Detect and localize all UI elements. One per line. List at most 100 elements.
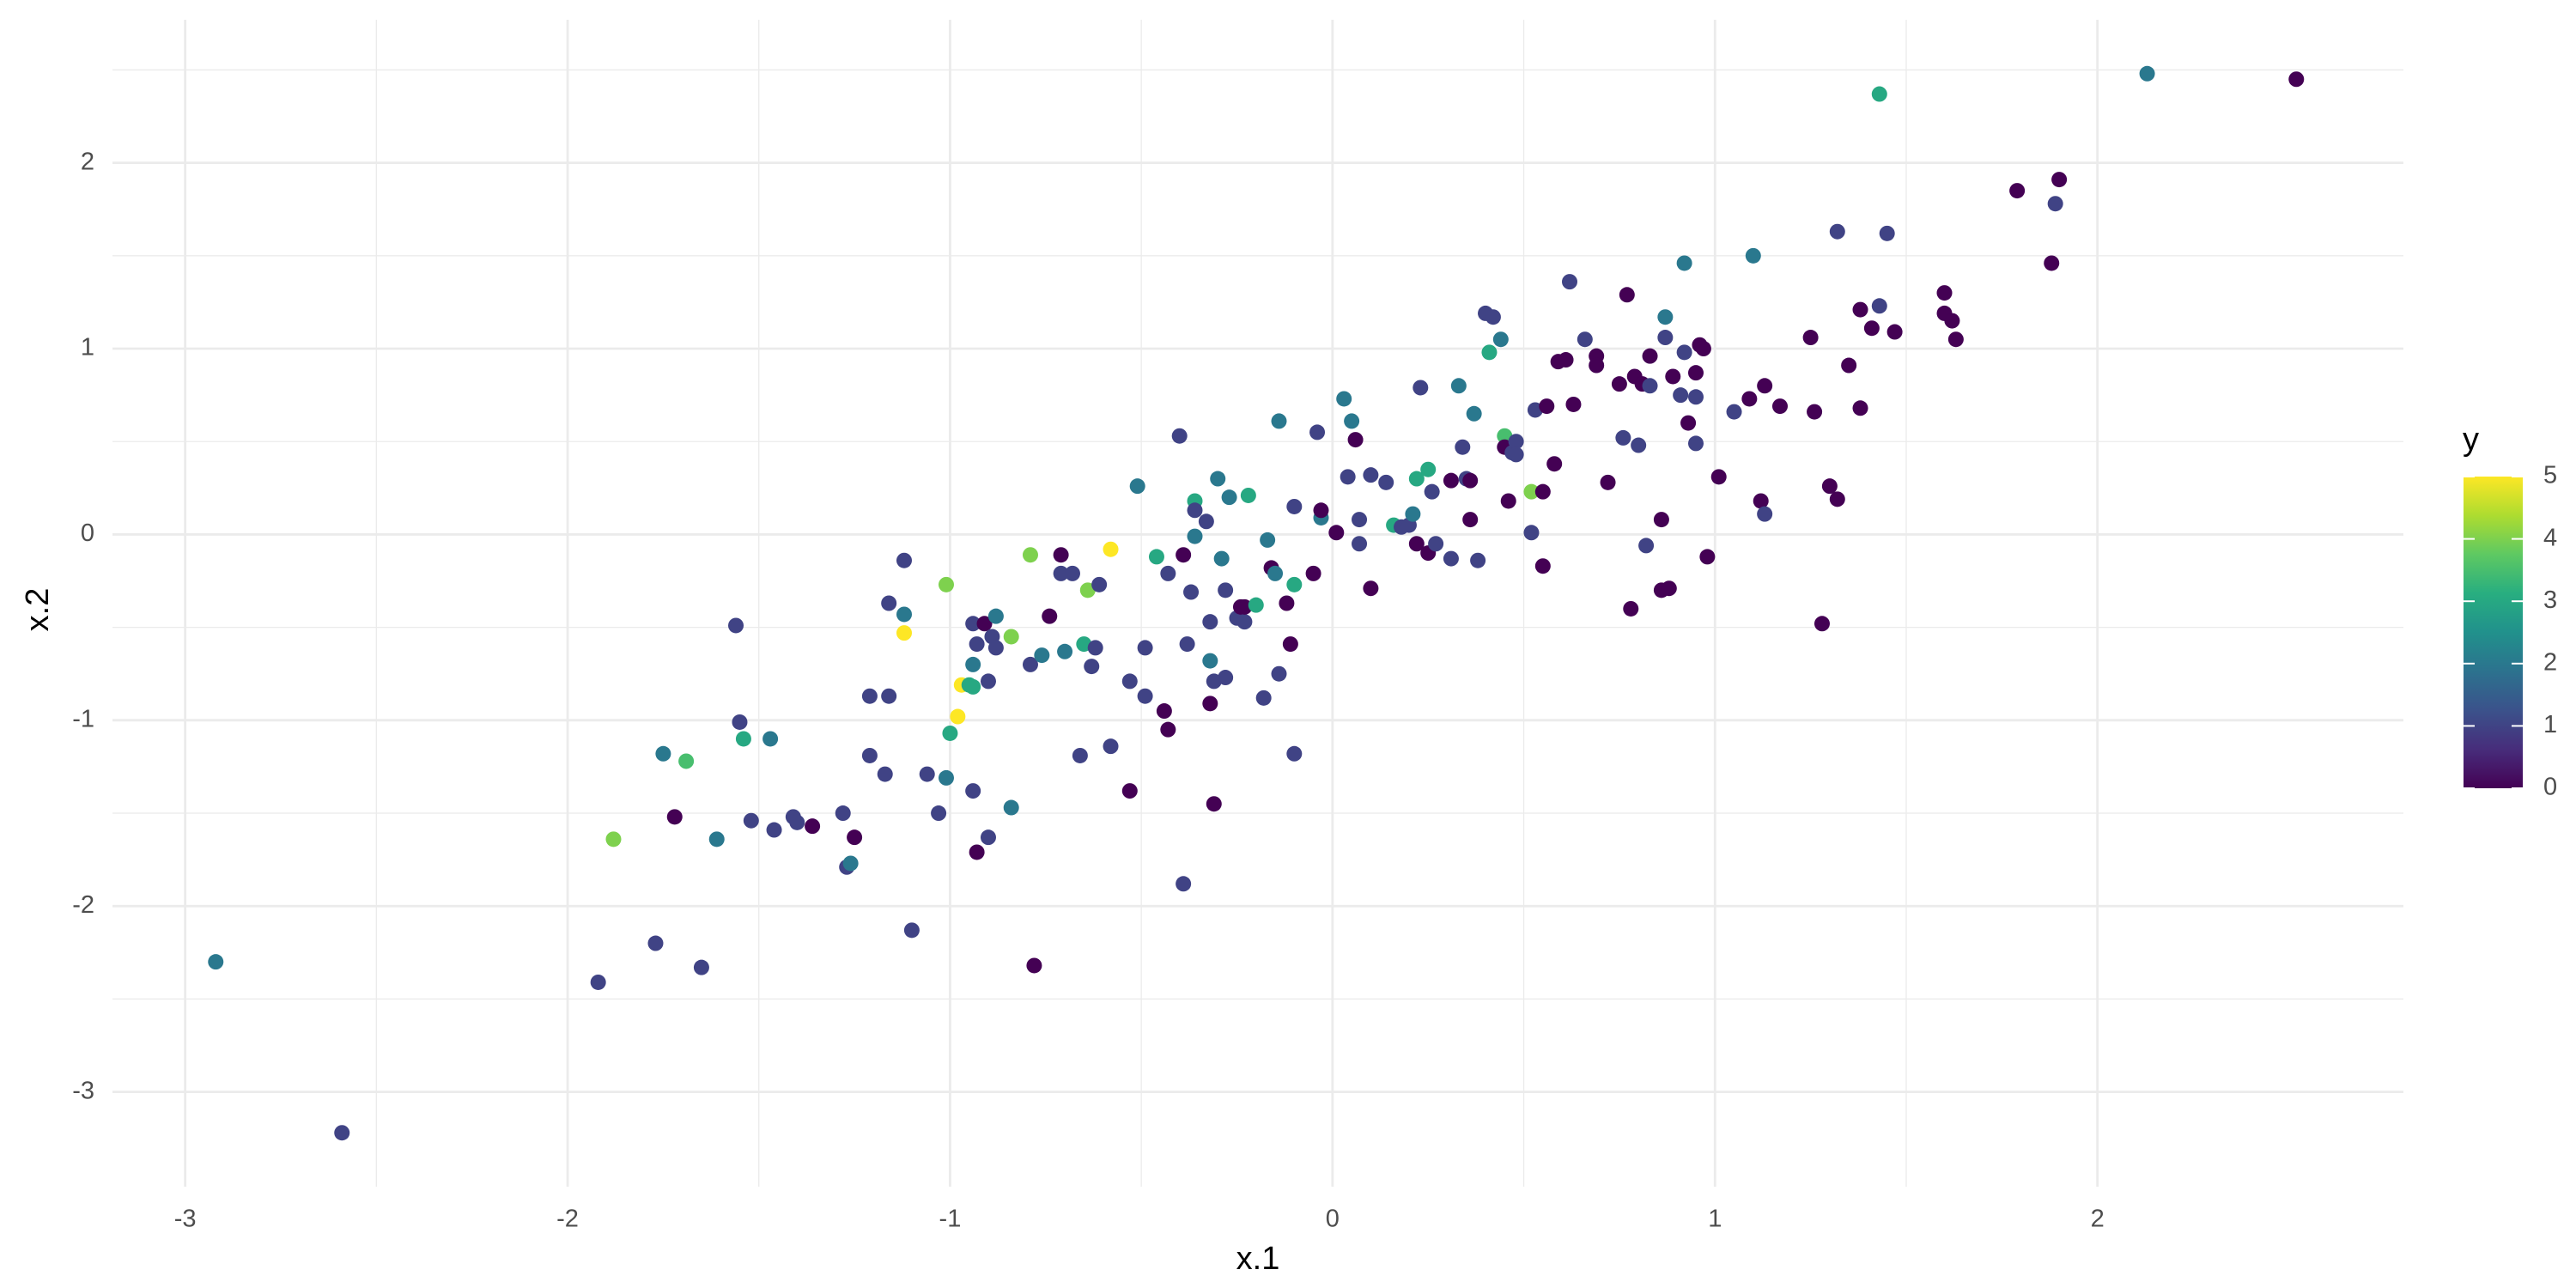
- x-tick-label: 1: [1708, 1206, 1722, 1233]
- point: [1026, 957, 1042, 974]
- point: [1455, 439, 1471, 455]
- point: [931, 805, 947, 822]
- point: [1187, 528, 1203, 544]
- point: [1936, 285, 1953, 301]
- point: [1103, 738, 1119, 755]
- point: [1313, 502, 1329, 519]
- point: [1577, 331, 1593, 348]
- colorbar: [2464, 477, 2523, 788]
- x-tick-label: -1: [939, 1206, 962, 1233]
- point: [2047, 196, 2063, 212]
- point: [1363, 467, 1379, 483]
- y-tick-label: 2: [81, 148, 94, 175]
- point: [919, 766, 935, 782]
- point: [1562, 274, 1578, 290]
- point: [1829, 223, 1845, 240]
- point: [1121, 783, 1138, 799]
- point: [965, 678, 981, 695]
- point: [1829, 491, 1845, 507]
- point: [896, 606, 912, 623]
- point: [1022, 656, 1038, 672]
- point: [1558, 352, 1574, 368]
- point: [678, 753, 695, 769]
- point: [1202, 614, 1218, 630]
- point: [965, 616, 981, 632]
- point: [2044, 255, 2060, 271]
- y-tick-label: -3: [72, 1077, 94, 1104]
- point: [728, 617, 744, 634]
- point: [1176, 876, 1192, 892]
- point: [1405, 506, 1421, 522]
- point: [1852, 400, 1868, 416]
- point: [1615, 429, 1631, 446]
- point: [1642, 378, 1658, 394]
- point: [1160, 565, 1176, 581]
- point: [1546, 456, 1563, 472]
- point: [1497, 428, 1513, 444]
- point: [1103, 541, 1119, 557]
- point: [1042, 608, 1058, 624]
- point: [732, 714, 748, 730]
- point: [1424, 483, 1440, 500]
- point: [1179, 636, 1195, 653]
- x-tick-label: -3: [174, 1206, 197, 1233]
- point: [1657, 330, 1674, 346]
- point: [1673, 387, 1689, 404]
- point: [1053, 547, 1069, 563]
- point: [1523, 525, 1540, 541]
- colorbar-title: y: [2463, 422, 2479, 458]
- point: [896, 625, 912, 641]
- point: [980, 829, 996, 846]
- point: [1443, 472, 1459, 489]
- point: [881, 688, 897, 704]
- point: [666, 809, 683, 825]
- point: [1841, 357, 1857, 374]
- point: [861, 688, 878, 704]
- point: [1137, 640, 1153, 656]
- point: [2139, 65, 2155, 82]
- point: [1156, 703, 1172, 720]
- point: [208, 954, 224, 970]
- point: [1500, 493, 1516, 509]
- point: [1771, 398, 1788, 415]
- point: [1091, 576, 1108, 592]
- point: [1218, 582, 1234, 598]
- colorbar-tick-label: 2: [2543, 648, 2557, 676]
- point: [1408, 536, 1425, 552]
- point: [708, 831, 725, 848]
- point: [1802, 330, 1819, 346]
- point: [762, 731, 779, 747]
- point: [1944, 313, 1960, 329]
- point: [1807, 404, 1823, 420]
- point: [1248, 597, 1264, 613]
- point: [1539, 398, 1555, 415]
- point: [1852, 301, 1868, 318]
- point: [1352, 536, 1368, 552]
- point: [938, 576, 954, 592]
- point: [1726, 404, 1742, 420]
- point: [1661, 580, 1677, 597]
- point: [1305, 565, 1321, 581]
- point: [1286, 498, 1303, 514]
- point: [1336, 391, 1352, 407]
- point: [1485, 309, 1501, 325]
- y-tick-label: 0: [81, 519, 94, 547]
- point: [1057, 643, 1073, 659]
- point: [1072, 747, 1088, 763]
- point: [1206, 796, 1222, 812]
- point: [1470, 552, 1486, 568]
- point: [1745, 247, 1761, 264]
- point: [1309, 424, 1326, 440]
- y-tick-label: 1: [81, 334, 94, 361]
- point: [1003, 799, 1019, 816]
- point: [1148, 549, 1164, 565]
- point: [1267, 565, 1284, 581]
- point: [1352, 512, 1368, 528]
- point: [1279, 595, 1295, 611]
- point: [735, 731, 751, 747]
- colorbar-tick-label: 1: [2543, 711, 2557, 738]
- point: [1260, 532, 1276, 548]
- point: [1137, 688, 1153, 704]
- point: [1443, 550, 1459, 567]
